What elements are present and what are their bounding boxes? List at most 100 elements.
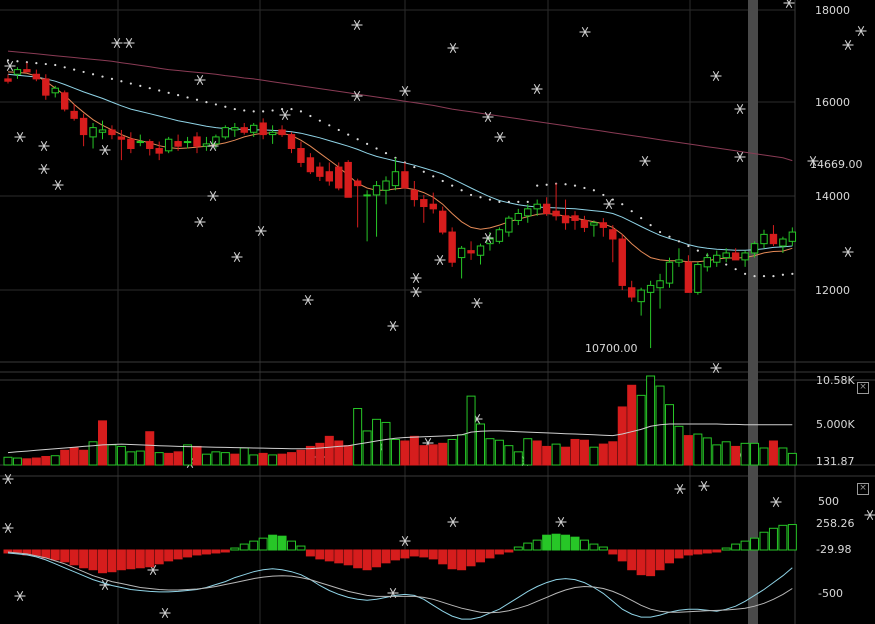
macd-histogram-bar	[740, 540, 750, 551]
macd-histogram-bar	[60, 549, 70, 563]
volume-bar	[579, 439, 589, 466]
trade-marker-icon	[807, 155, 819, 167]
marker-stroke	[712, 362, 720, 374]
macd-histogram-bar	[674, 549, 684, 559]
macd-histogram-bar	[268, 534, 278, 551]
trade-marker-icon	[434, 254, 446, 266]
trade-marker-icon	[123, 37, 135, 49]
trade-marker-icon	[770, 496, 782, 508]
candle-body	[297, 148, 305, 163]
candle-body	[250, 124, 258, 133]
candle-body	[174, 141, 182, 147]
price-tick-label: 12000	[815, 284, 850, 297]
trade-marker-icon	[302, 294, 314, 306]
trade-marker-icon	[351, 19, 363, 31]
stop-dot	[129, 82, 132, 85]
volume-bar	[551, 443, 561, 466]
marker-stroke	[844, 246, 852, 258]
stop-dot	[621, 203, 624, 206]
marker-stroke	[40, 140, 48, 152]
trade-marker-icon	[603, 198, 615, 210]
stop-dot	[753, 275, 756, 278]
stop-dot	[517, 200, 520, 203]
stop-dot	[224, 105, 227, 108]
macd-histogram-bar	[598, 546, 608, 551]
macd-panel-close-icon[interactable]: ×	[857, 483, 869, 495]
macd-histogram-bar	[239, 543, 249, 551]
candle-body	[694, 264, 702, 293]
marker-stroke	[844, 39, 852, 51]
macd-histogram-bar	[457, 549, 467, 571]
stop-dot	[791, 272, 794, 275]
volume-bar	[60, 449, 70, 466]
macd-histogram-bar	[334, 549, 344, 564]
candle-body	[656, 280, 664, 289]
candle-body	[495, 229, 504, 242]
stop-dot	[139, 84, 142, 87]
macd-histogram-bar	[768, 527, 778, 551]
marker-stroke	[700, 480, 708, 492]
candle-body	[98, 129, 107, 133]
trade-marker-icon	[410, 286, 422, 298]
volume-bar	[476, 423, 485, 466]
marker-stroke	[557, 516, 565, 528]
trade-marker-icon	[2, 522, 14, 534]
candle-body	[703, 257, 711, 268]
candle-body	[713, 254, 721, 263]
marker-stroke	[712, 70, 720, 82]
candle-body	[561, 215, 570, 224]
macd-histogram-bar	[372, 549, 382, 568]
stop-dot	[195, 98, 199, 101]
candle-body	[750, 243, 759, 254]
marker-stroke	[772, 496, 780, 508]
macd-panel	[3, 524, 797, 620]
marker-stroke	[449, 516, 457, 528]
stop-dot	[366, 142, 369, 145]
candle-body	[372, 185, 381, 196]
stop-dot	[611, 198, 614, 201]
stop-dot	[545, 183, 548, 186]
stop-dot	[318, 119, 321, 122]
macd-histogram-bar	[485, 549, 495, 559]
volume-bar	[315, 442, 325, 466]
price-tick-label: 14000	[815, 190, 850, 203]
candle-body	[4, 78, 12, 82]
volume-bar	[778, 447, 788, 466]
macd-histogram-bar	[750, 537, 760, 551]
stop-dot	[158, 89, 161, 92]
trade-marker-icon	[842, 39, 854, 51]
volume-bar	[239, 447, 249, 466]
trade-marker-icon	[410, 272, 422, 284]
volume-bar	[608, 441, 618, 466]
marker-stroke	[866, 509, 874, 521]
candle-body	[382, 180, 390, 191]
candle-body	[505, 217, 513, 233]
candle-body	[164, 138, 173, 152]
volume-panel-close-icon[interactable]: ×	[857, 382, 869, 394]
stop-dot	[422, 170, 425, 173]
volume-moving-average	[7, 423, 793, 454]
macd-histogram-bar	[390, 549, 400, 561]
volume-bar	[523, 438, 533, 466]
volume-bar	[740, 442, 750, 466]
candle-body	[193, 136, 201, 147]
trade-marker-icon	[38, 140, 50, 152]
trade-marker-icon	[710, 70, 722, 82]
macd-histogram-bar	[88, 549, 98, 571]
stop-dot	[403, 161, 406, 164]
volume-bar	[617, 406, 627, 466]
macd-histogram-bar	[438, 549, 448, 565]
macd-histogram-bar	[636, 549, 646, 576]
stop-dot	[347, 133, 350, 136]
volume-bar	[787, 452, 797, 466]
macd-histogram-bar	[561, 534, 571, 551]
stop-dot	[54, 63, 57, 67]
macd-histogram-bar	[655, 549, 665, 571]
candle-body	[741, 252, 749, 261]
volume-bar	[343, 445, 353, 466]
marker-stroke	[196, 216, 204, 228]
volume-bar	[154, 452, 164, 466]
volume-bar	[466, 395, 476, 466]
